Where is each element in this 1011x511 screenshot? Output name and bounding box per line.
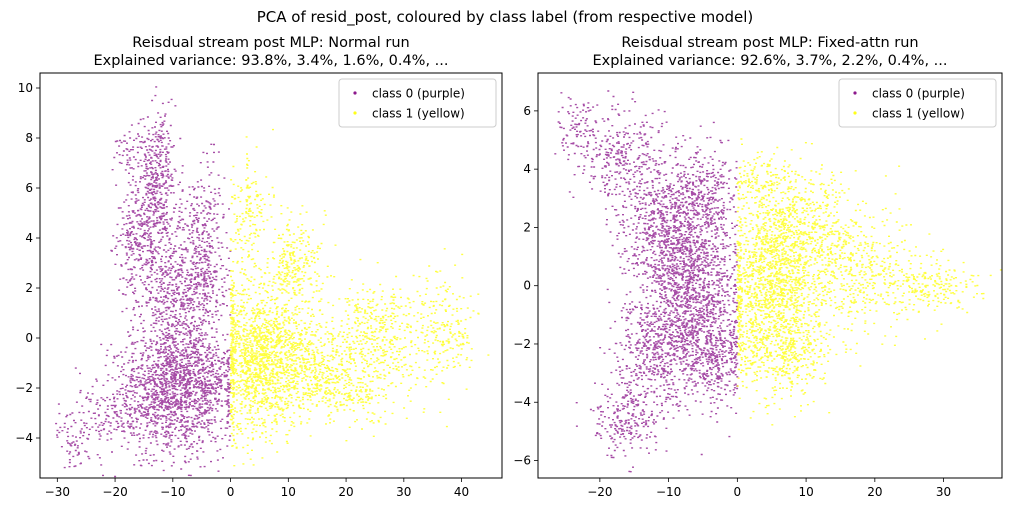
scatter-points — [55, 86, 490, 478]
y-tick-label: 0 — [523, 279, 531, 293]
panel-normal-run: Reisdual stream post MLP: Normal run Exp… — [15, 35, 503, 499]
x-tick-label: 10 — [798, 485, 813, 499]
y-axis: −4 −2 0 2 4 6 8 10 — [15, 81, 40, 445]
x-tick-label: 10 — [281, 485, 296, 499]
y-tick-label: −2 — [15, 381, 33, 395]
legend: class 0 (purple) class 1 (yellow) — [838, 78, 997, 128]
legend-label: class 0 (purple) — [872, 87, 965, 101]
x-axis: −30 −20 −10 0 10 20 30 40 — [45, 478, 469, 499]
legend-marker — [353, 111, 357, 115]
y-tick-label: −2 — [513, 337, 531, 351]
y-tick-label: 6 — [523, 104, 531, 118]
y-tick-label: 8 — [25, 131, 33, 145]
x-tick-label: 0 — [734, 485, 742, 499]
legend-label: class 1 (yellow) — [872, 107, 965, 121]
legend-marker — [853, 111, 857, 115]
y-tick-label: −6 — [513, 454, 531, 468]
y-tick-label: −4 — [15, 431, 33, 445]
x-tick-label: 30 — [936, 485, 951, 499]
x-tick-label: −20 — [102, 485, 127, 499]
x-tick-label: −20 — [587, 485, 612, 499]
legend-label: class 0 (purple) — [372, 87, 465, 101]
y-tick-label: −4 — [513, 395, 531, 409]
legend-marker — [353, 91, 357, 95]
x-tick-label: 30 — [396, 485, 411, 499]
x-tick-label: 20 — [867, 485, 882, 499]
x-tick-label: −30 — [45, 485, 70, 499]
panel-title: Reisdual stream post MLP: Normal run — [132, 35, 409, 51]
y-tick-label: 2 — [523, 220, 531, 234]
series-class-1 — [736, 138, 1002, 426]
plot-frame — [537, 72, 1003, 479]
y-axis: −6 −4 −2 0 2 4 6 — [513, 104, 538, 468]
panel-title: Reisdual stream post MLP: Fixed-attn run — [621, 35, 918, 51]
panel-subtitle: Explained variance: 93.8%, 3.4%, 1.6%, 0… — [93, 53, 448, 69]
series-class-0 — [554, 90, 739, 473]
x-tick-label: −10 — [160, 485, 185, 499]
series-class-0 — [55, 86, 232, 478]
scatter-points — [554, 90, 1002, 473]
y-tick-label: 2 — [25, 281, 33, 295]
legend-label: class 1 (yellow) — [372, 107, 465, 121]
scatter-marks — [229, 128, 490, 467]
y-tick-label: 10 — [18, 81, 33, 95]
legend-box — [338, 78, 497, 128]
y-tick-label: 4 — [523, 162, 531, 176]
scatter-marks — [736, 138, 1002, 426]
x-tick-label: 0 — [227, 485, 235, 499]
panel-subtitle: Explained variance: 92.6%, 3.7%, 2.2%, 0… — [592, 53, 947, 69]
figure-suptitle: PCA of resid_post, coloured by class lab… — [257, 8, 754, 27]
y-tick-label: 0 — [25, 331, 33, 345]
plot-frame — [39, 72, 503, 479]
x-axis: −20 −10 0 10 20 30 — [587, 478, 951, 499]
y-tick-label: 6 — [25, 181, 33, 195]
y-tick-label: 4 — [25, 231, 33, 245]
x-tick-label: 40 — [454, 485, 469, 499]
legend: class 0 (purple) class 1 (yellow) — [338, 78, 497, 128]
panel-fixed-attn-run: Reisdual stream post MLP: Fixed-attn run… — [513, 35, 1003, 499]
series-class-1 — [229, 128, 490, 467]
scatter-marks — [55, 86, 232, 478]
legend-marker — [853, 91, 857, 95]
legend-box — [838, 78, 997, 128]
scatter-marks — [554, 90, 739, 473]
x-tick-label: 20 — [338, 485, 353, 499]
x-tick-label: −10 — [656, 485, 681, 499]
